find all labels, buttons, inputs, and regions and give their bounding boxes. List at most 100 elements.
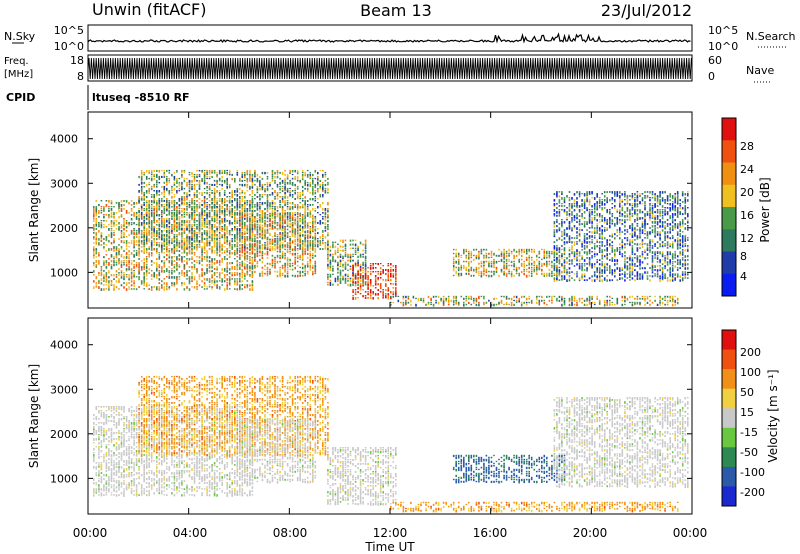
echo-cell xyxy=(244,208,246,210)
echo-cell xyxy=(251,230,254,233)
echo-cell xyxy=(329,263,332,266)
echo-cell xyxy=(153,262,155,264)
echo-cell xyxy=(208,248,211,250)
echo-cell xyxy=(256,242,259,246)
echo-cell xyxy=(113,288,115,291)
echo-cell xyxy=(241,226,244,229)
echo-cell xyxy=(236,280,239,283)
echo-cell xyxy=(123,274,125,276)
echo-cell xyxy=(538,250,541,253)
echo-cell xyxy=(201,224,203,227)
echo-cell xyxy=(455,260,457,264)
echo-cell xyxy=(261,187,264,191)
echo-cell xyxy=(563,201,566,204)
echo-cell xyxy=(573,219,576,222)
echo-cell xyxy=(168,226,171,228)
echo-cell xyxy=(158,181,161,184)
echo-cell xyxy=(249,262,251,264)
echo-cell xyxy=(153,206,155,208)
echo-cell xyxy=(299,254,301,258)
echo-cell xyxy=(362,249,364,252)
station-title: Unwin (fitACF) xyxy=(92,0,206,19)
echo-cell xyxy=(241,200,244,203)
echo-cell xyxy=(173,236,176,238)
echo-cell xyxy=(181,183,183,186)
echo-cell xyxy=(125,274,128,276)
echo-cell xyxy=(241,208,244,210)
echo-cell xyxy=(234,244,236,247)
echo-cell xyxy=(186,192,188,195)
echo-cell xyxy=(259,206,261,209)
echo-cell xyxy=(571,207,573,209)
echo-cell xyxy=(150,175,153,178)
echo-cell xyxy=(156,276,158,279)
echo-cell xyxy=(515,266,518,269)
echo-cell xyxy=(274,232,276,235)
echo-cell xyxy=(133,214,135,217)
echo-cell xyxy=(480,250,483,253)
echo-cell xyxy=(153,169,155,173)
echo-cell xyxy=(493,262,495,265)
echo-cell xyxy=(93,220,95,222)
echo-cell xyxy=(299,181,301,184)
echo-cell xyxy=(103,256,105,259)
echo-cell xyxy=(133,212,135,215)
echo-cell xyxy=(546,256,548,259)
echo-cell xyxy=(503,262,505,266)
echo-cell xyxy=(480,248,483,252)
echo-cell xyxy=(312,187,314,191)
echo-cell xyxy=(140,250,143,253)
echo-cell xyxy=(239,236,241,239)
echo-cell xyxy=(364,245,367,248)
echo-cell xyxy=(150,236,153,239)
echo-cell xyxy=(281,232,284,235)
echo-cell xyxy=(251,173,254,177)
echo-cell xyxy=(390,263,392,266)
echo-cell xyxy=(266,250,269,254)
echo-cell xyxy=(196,190,198,193)
echo-cell xyxy=(108,214,110,217)
echo-cell xyxy=(306,262,309,266)
echo-cell xyxy=(254,270,256,273)
echo-cell xyxy=(279,181,281,185)
echo-cell xyxy=(269,248,271,252)
echo-cell xyxy=(231,230,233,232)
echo-cell xyxy=(586,241,588,244)
echo-cell xyxy=(188,232,191,234)
echo-cell xyxy=(148,240,150,243)
echo-cell xyxy=(281,228,284,231)
echo-cell xyxy=(286,220,289,223)
echo-cell xyxy=(140,234,143,236)
echo-cell xyxy=(553,265,556,267)
echo-cell xyxy=(115,248,118,251)
echo-cell xyxy=(93,252,95,255)
echo-cell xyxy=(244,248,246,252)
echo-cell xyxy=(385,285,387,287)
echo-cell xyxy=(309,173,312,176)
echo-cell xyxy=(515,272,518,275)
echo-cell xyxy=(568,277,571,279)
echo-cell xyxy=(573,201,576,203)
echo-cell xyxy=(201,248,203,251)
echo-cell xyxy=(163,234,166,237)
echo-cell xyxy=(337,267,339,271)
echo-cell xyxy=(586,199,588,202)
echo-cell xyxy=(236,208,239,211)
echo-cell xyxy=(118,204,120,207)
echo-cell xyxy=(299,214,301,217)
echo-cell xyxy=(231,234,233,236)
echo-cell xyxy=(178,210,181,213)
echo-cell xyxy=(148,204,150,207)
echo-cell xyxy=(568,223,571,226)
echo-cell xyxy=(241,175,244,179)
echo-cell xyxy=(211,286,213,288)
echo-cell xyxy=(581,243,583,245)
echo-cell xyxy=(153,208,155,211)
echo-cell xyxy=(191,244,193,247)
echo-cell xyxy=(145,256,148,258)
echo-cell xyxy=(226,282,228,284)
echo-cell xyxy=(349,257,352,260)
echo-cell xyxy=(279,187,281,191)
echo-cell xyxy=(274,218,276,221)
echo-cell xyxy=(221,169,223,173)
